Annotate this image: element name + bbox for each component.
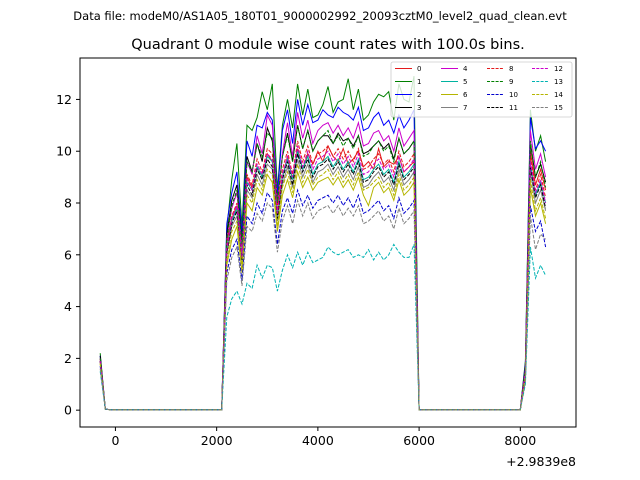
series-line-6 — [99, 169, 547, 411]
legend-label-11: 11 — [509, 104, 518, 112]
series-line-0 — [99, 144, 547, 411]
legend-label-8: 8 — [509, 65, 513, 73]
x-tick-label: 4000 — [302, 433, 334, 448]
series-line-14 — [99, 164, 547, 411]
legend-label-7: 7 — [463, 104, 467, 112]
legend-label-9: 9 — [509, 78, 513, 86]
series-line-4 — [99, 112, 547, 411]
chart-title: Quadrant 0 module wise count rates with … — [131, 37, 525, 53]
plot-area — [99, 76, 547, 411]
series-line-12 — [99, 145, 547, 411]
legend-label-14: 14 — [554, 91, 563, 99]
series-line-9 — [99, 125, 547, 411]
legend-label-15: 15 — [554, 104, 563, 112]
x-tick-label: 2000 — [201, 433, 233, 448]
x-tick-label: 6000 — [403, 433, 435, 448]
legend-label-3: 3 — [417, 104, 421, 112]
series-line-7 — [99, 158, 547, 411]
series-line-13 — [99, 243, 547, 411]
y-tick-label: 6 — [64, 247, 72, 262]
legend-label-1: 1 — [417, 78, 421, 86]
series-line-11 — [99, 153, 547, 411]
y-tick-label: 8 — [64, 196, 72, 211]
y-axis: 0 2 4 6 8 10 12 — [56, 92, 80, 418]
series-line-2 — [99, 99, 547, 411]
legend-label-13: 13 — [554, 78, 563, 86]
legend-label-10: 10 — [509, 91, 518, 99]
series-line-10 — [99, 188, 547, 411]
data-file-caption: Data file: modeM0/AS1A05_180T01_90000029… — [73, 9, 567, 23]
x-axis: 0 2000 4000 6000 8000 — [111, 427, 536, 448]
y-tick-label: 4 — [64, 299, 72, 314]
y-tick-label: 2 — [64, 351, 72, 366]
series-line-1 — [99, 76, 547, 411]
legend-label-6: 6 — [463, 91, 468, 99]
legend-label-5: 5 — [463, 78, 467, 86]
y-tick-label: 12 — [56, 92, 72, 107]
series-line-3 — [99, 125, 547, 411]
series-line-8 — [99, 140, 547, 411]
x-tick-label: 0 — [111, 433, 119, 448]
series-line-5 — [99, 151, 547, 411]
legend-label-12: 12 — [554, 65, 563, 73]
y-tick-label: 0 — [64, 403, 72, 418]
series-line-15 — [99, 198, 546, 411]
x-offset-label: +2.9839e8 — [506, 454, 576, 469]
axes-frame — [79, 57, 577, 428]
x-tick-label: 8000 — [504, 433, 536, 448]
legend-box — [390, 61, 573, 118]
legend-label-0: 0 — [417, 65, 421, 73]
y-tick-label: 10 — [56, 144, 72, 159]
legend-label-2: 2 — [417, 91, 421, 99]
legend-label-4: 4 — [463, 65, 468, 73]
